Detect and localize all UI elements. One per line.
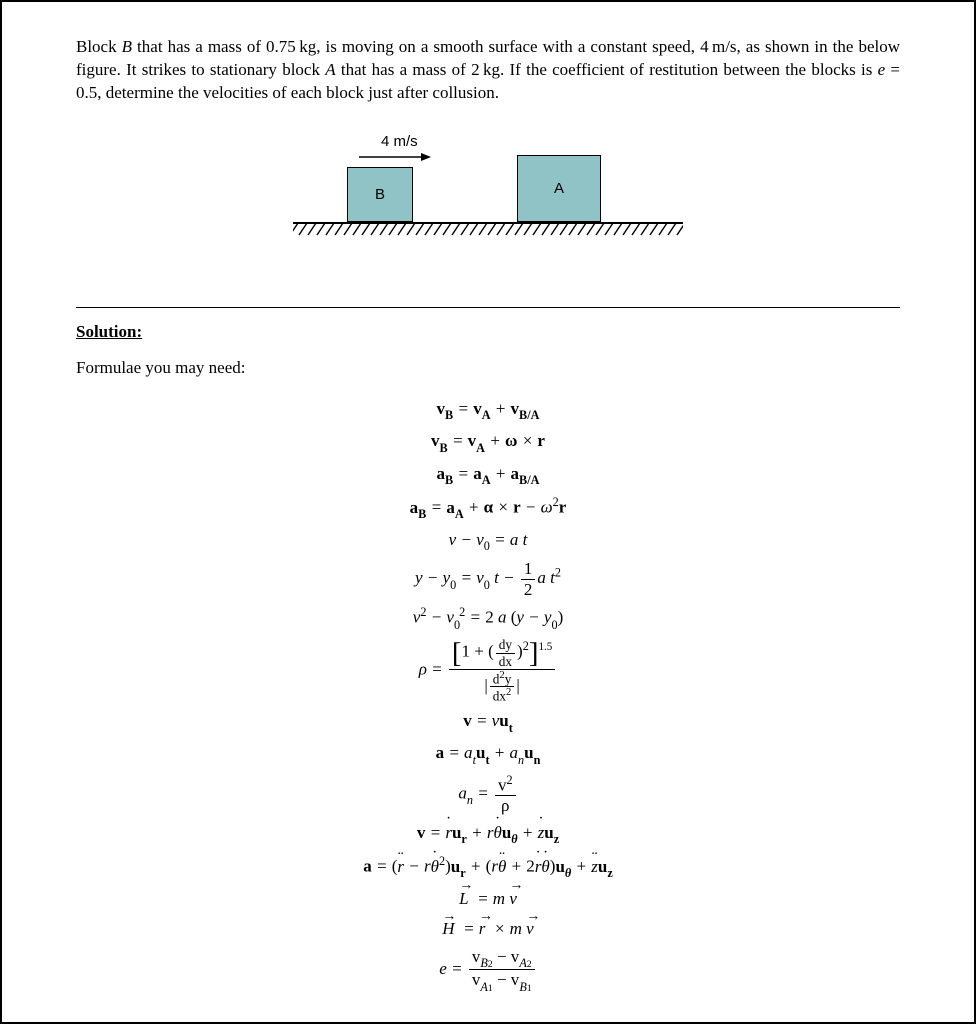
eq-v-vut: v = vut: [463, 708, 513, 736]
block-b: B: [347, 167, 413, 222]
page-content: Block B that has a mass of 0.75 kg, is m…: [2, 2, 974, 1013]
rho-exponent: 1.5: [538, 641, 552, 653]
problem-text-c: that has a mass of 2 kg. If the coeffici…: [336, 60, 878, 79]
ground-hatching-icon: [293, 222, 683, 238]
velocity-label: 4 m/s: [381, 133, 418, 150]
eq-rho: ρ = [1 + (dydx)2]1.5|d2ydx2|: [419, 637, 558, 704]
solution-heading: Solution:: [76, 322, 900, 342]
eq-an: an = v2ρ: [458, 773, 517, 816]
eq-vB-omega-r: vB = vA + ω × r: [431, 428, 545, 456]
eq-restitution: e = vB2 − vA2vA1 − vB1: [439, 947, 536, 993]
block-a-symbol: A: [325, 60, 335, 79]
eq-v-v0-at: v − v0 = a t: [449, 527, 528, 555]
eq-aB-alpha: aB = aA + α × r − ω2r: [410, 493, 567, 523]
block-a: A: [517, 155, 601, 222]
eq-aB-aA-aBA: aB = aA + aB/A: [437, 461, 540, 489]
collision-diagram: 4 m/s B A: [293, 133, 683, 245]
eq-a-atut-anun: a = atut + anun: [436, 740, 541, 768]
eq-vB-vA-vBA: vB = vA + vB/A: [437, 396, 540, 424]
problem-text-a: Block: [76, 37, 122, 56]
block-a-label: A: [554, 180, 564, 197]
problem-statement: Block B that has a mass of 0.75 kg, is m…: [76, 36, 900, 105]
formulae-intro: Formulae you may need:: [76, 358, 900, 378]
block-b-label: B: [375, 186, 385, 203]
block-b-symbol: B: [122, 37, 132, 56]
eq-H-rxmv: H = r × m v: [442, 916, 533, 942]
eq-a-cylindrical: a = (r − rθ2)ur + (rθ + 2rθ)uθ + zuz: [363, 852, 613, 882]
formula-list: vB = vA + vB/A vB = vA + ω × r aB = aA +…: [76, 396, 900, 993]
section-divider: [76, 307, 900, 308]
eq-y-y0: y − y0 = v0 t − 12a t2: [415, 559, 561, 599]
eq-v2-v02: v2 − v02 = 2 a (y − y0): [413, 603, 563, 633]
velocity-arrow-icon: [359, 151, 431, 163]
